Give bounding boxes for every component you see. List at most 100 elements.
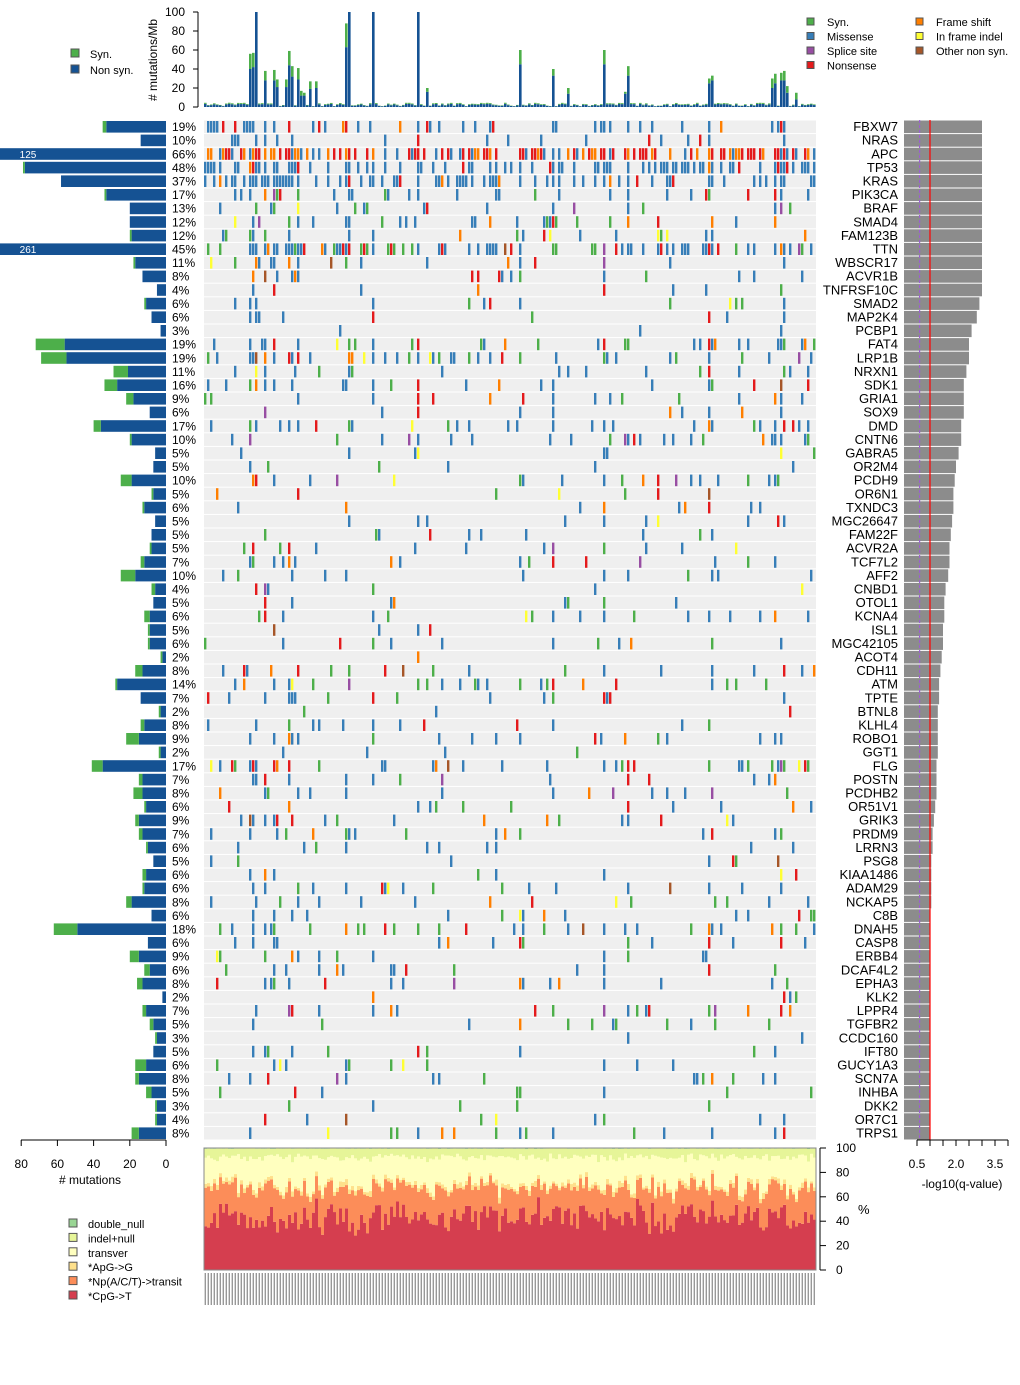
burden-bar-syn [633,103,636,104]
spectrum-segment [573,1213,576,1270]
mutation-cell [681,162,683,174]
spectrum-segment [696,1149,699,1161]
spectrum-segment [207,1183,210,1186]
spectrum-segment [795,1226,798,1270]
left-bar-syn [146,842,148,854]
mutation-cell [657,243,659,255]
mutation-cell [522,937,524,949]
spectrum-segment [624,1212,627,1270]
spectrum-segment [246,1161,249,1185]
mutation-cell [660,665,662,677]
burden-bar-nonsyn [258,104,261,107]
qvalue-bar [904,869,931,882]
mutation-cell [747,243,749,255]
burden-bar-syn [708,79,711,84]
burden-bar-nonsyn [438,106,441,107]
mutation-cell [405,216,407,228]
sample-label-mark [319,1273,320,1305]
spectrum-segment [381,1149,384,1158]
legend-label: *ApG->G [88,1262,133,1274]
mutation-cell [408,148,410,160]
mutation-cell [372,611,374,623]
legend-label: Non syn. [90,65,133,77]
mutation-cell [264,407,266,419]
mutation-cell [252,352,254,364]
mutation-cell [384,760,386,772]
mutation-cell [330,665,332,677]
mutation-cell [741,298,743,310]
spectrum-segment [303,1156,306,1178]
spectrum-segment [798,1149,801,1155]
spectrum-segment [573,1149,576,1155]
burden-bar-nonsyn [564,104,567,107]
spectrum-segment [789,1185,792,1189]
mutation-cell [273,733,275,745]
mutation-cell [519,937,521,949]
mutation-cell [579,502,581,514]
burden-bar-nonsyn [348,12,351,107]
gene-percent: 4% [172,583,190,597]
sample-label-mark [700,1273,701,1305]
spectrum-segment [423,1182,426,1184]
burden-bar-syn [630,103,633,104]
qvalue-bar [904,488,953,501]
spectrum-segment [255,1149,258,1159]
sample-label-mark [748,1273,749,1305]
left-x-axis-label: # mutations [59,1173,121,1187]
mutation-cell [690,475,692,487]
mutation-cell [645,515,647,527]
mutation-cell [540,679,542,691]
spectrum-segment [606,1149,609,1161]
spectrum-segment [675,1159,678,1189]
spectrum-segment [519,1208,522,1270]
mutation-cell [570,434,572,446]
mutation-cell [564,910,566,922]
matrix-row-bg [204,433,816,446]
mutation-cell [249,733,251,745]
mutation-cell [747,339,749,351]
spectrum-segment [453,1149,456,1158]
spectrum-segment [801,1224,804,1270]
spectrum-segment [360,1215,363,1270]
burden-bar-nonsyn [714,105,717,107]
legend-swatch [807,33,814,40]
sample-label-mark [613,1273,614,1305]
mutation-cell [279,1059,281,1071]
mutation-cell [372,951,374,963]
left-bar-nonsyn [133,393,166,405]
mutation-cell [453,352,455,364]
mutation-cell [312,121,314,133]
mutation-cell [441,679,443,691]
mutation-cell [519,298,521,310]
left-bar-nonsyn [162,651,166,663]
mutation-cell [288,352,290,364]
spectrum-segment [417,1188,420,1192]
burden-bar-syn [507,105,510,106]
burden-bar-syn [573,104,576,105]
spectrum-segment [303,1149,306,1156]
mutation-cell [432,665,434,677]
mutation-cell [621,815,623,827]
gene-percent: 10% [172,433,196,447]
spectrum-segment [477,1230,480,1270]
mutation-cell [438,733,440,745]
matrix-row-bg [204,597,816,610]
spectrum-segment [615,1188,618,1192]
spectrum-segment [219,1177,222,1204]
burden-bar-syn [273,70,276,80]
spectrum-segment [321,1235,324,1270]
spectrum-segment [213,1149,216,1160]
matrix-row-bg [204,1100,816,1113]
mutation-cell [408,434,410,446]
spectrum-segment [345,1149,348,1157]
spectrum-segment [801,1188,804,1224]
spectrum-segment [243,1149,246,1157]
mutation-cell [225,379,227,391]
qvalue-bar [904,1100,930,1113]
mutation-cell [366,243,368,255]
mutation-cell [411,339,413,351]
matrix-row-bg [204,542,816,555]
mutation-cell [264,583,266,595]
mutation-cell [276,175,278,187]
left-bar-syn [139,774,143,786]
